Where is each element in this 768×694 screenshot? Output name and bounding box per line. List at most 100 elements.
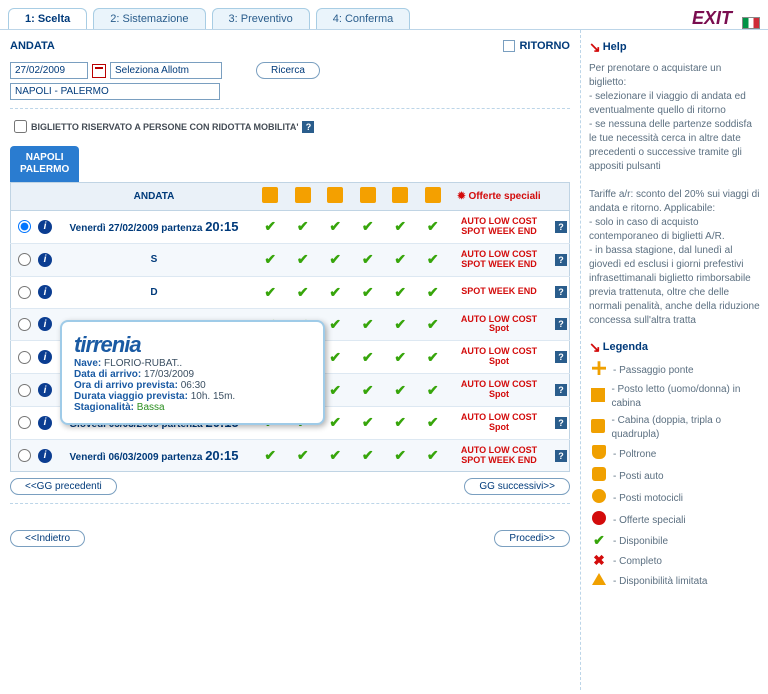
- offer-help-icon[interactable]: ?: [555, 384, 567, 396]
- date-input[interactable]: 27/02/2009: [10, 62, 88, 79]
- offer-help-icon[interactable]: ?: [555, 351, 567, 363]
- row-radio[interactable]: [18, 449, 31, 462]
- avail-icon: ✔: [362, 382, 374, 398]
- avail-icon: ✔: [329, 218, 341, 234]
- andata-heading: ANDATA: [10, 40, 503, 52]
- avail-icon: ✔: [362, 349, 374, 365]
- legend-item: - Passaggio ponte: [589, 361, 760, 380]
- info-icon[interactable]: i: [38, 350, 52, 364]
- avail-icon: ✔: [427, 447, 439, 463]
- tab-scelta[interactable]: 1: Scelta: [8, 8, 87, 29]
- avail-icon: ✔: [427, 414, 439, 430]
- calendar-icon[interactable]: [92, 64, 106, 78]
- info-icon[interactable]: i: [38, 285, 52, 299]
- avail-icon: ✔: [362, 284, 374, 300]
- avail-icon: ✔: [329, 284, 341, 300]
- avail-icon: ✔: [394, 349, 406, 365]
- legend-item: - Cabina (doppia, tripla o quadrupla): [589, 414, 760, 442]
- table-row: iS✔✔✔✔✔✔AUTO LOW COST SPOT WEEK END?: [11, 243, 570, 276]
- offer-help-icon[interactable]: ?: [555, 318, 567, 330]
- row-radio[interactable]: [18, 416, 31, 429]
- info-icon[interactable]: i: [38, 317, 52, 331]
- offer-help-icon[interactable]: ?: [555, 417, 567, 429]
- ritorno-checkbox[interactable]: [503, 40, 515, 52]
- avail-icon: ✔: [427, 218, 439, 234]
- info-icon[interactable]: i: [38, 220, 52, 234]
- reduced-mobility-label: BIGLIETTO RISERVATO A PERSONE CON RIDOTT…: [31, 122, 298, 132]
- col-passage-icon: [262, 187, 278, 203]
- info-icon[interactable]: i: [38, 383, 52, 397]
- avail-icon: ✔: [362, 447, 374, 463]
- info-icon[interactable]: i: [38, 253, 52, 267]
- avail-icon: ✔: [427, 382, 439, 398]
- avail-icon: ✔: [394, 251, 406, 267]
- avail-icon: ✔: [264, 218, 276, 234]
- tab-preventivo[interactable]: 3: Preventivo: [212, 8, 310, 29]
- row-radio[interactable]: [18, 286, 31, 299]
- col-andata: ANDATA: [54, 183, 254, 211]
- tooltip-brand: tirrenia: [74, 332, 311, 358]
- avail-icon: ✔: [264, 251, 276, 267]
- offer-label: AUTO LOW COST SPOT WEEK END: [449, 439, 549, 472]
- offer-label: AUTO LOW COST Spot: [449, 308, 549, 341]
- allotment-select[interactable]: Seleziona Allotm: [110, 62, 222, 79]
- offer-help-icon[interactable]: ?: [555, 450, 567, 462]
- offer-label: SPOT WEEK END: [449, 276, 549, 308]
- offer-label: AUTO LOW COST SPOT WEEK END: [449, 211, 549, 244]
- avail-icon: ✔: [394, 316, 406, 332]
- route-select[interactable]: NAPOLI - PALERMO: [10, 83, 220, 100]
- avail-icon: ✔: [297, 251, 309, 267]
- proceed-button[interactable]: Procedi>>: [494, 530, 570, 547]
- legend-item: - Posto letto (uomo/donna) in cabina: [589, 383, 760, 411]
- avail-icon: ✔: [427, 316, 439, 332]
- offer-help-icon[interactable]: ?: [555, 221, 567, 233]
- next-days-button[interactable]: GG successivi>>: [464, 478, 570, 495]
- avail-icon: ✔: [329, 251, 341, 267]
- col-offer: ✹ Offerte speciali: [457, 191, 540, 202]
- col-car-icon: [392, 187, 408, 203]
- avail-icon: ✔: [329, 349, 341, 365]
- col-moto-icon: [425, 187, 441, 203]
- table-row: iVenerdì 06/03/2009 partenza 20:15✔✔✔✔✔✔…: [11, 439, 570, 472]
- avail-icon: ✔: [394, 284, 406, 300]
- table-row: iVenerdì 27/02/2009 partenza 20:15✔✔✔✔✔✔…: [11, 211, 570, 244]
- info-icon[interactable]: i: [38, 416, 52, 430]
- ritorno-heading: RITORNO: [519, 40, 570, 52]
- avail-icon: ✔: [297, 218, 309, 234]
- back-button[interactable]: <<Indietro: [10, 530, 85, 547]
- departure-tooltip: tirrenia Nave: FLORIO-RUBAT.. Data di ar…: [60, 320, 325, 425]
- row-radio[interactable]: [18, 220, 31, 233]
- offer-help-icon[interactable]: ?: [555, 286, 567, 298]
- row-radio[interactable]: [18, 384, 31, 397]
- avail-icon: ✔: [427, 284, 439, 300]
- avail-icon: ✔: [329, 414, 341, 430]
- avail-icon: ✔: [362, 218, 374, 234]
- departure-label: Venerdì 27/02/2009 partenza 20:15: [54, 211, 254, 244]
- tab-sistemazione[interactable]: 2: Sistemazione: [93, 8, 205, 29]
- tab-conferma[interactable]: 4: Conferma: [316, 8, 411, 29]
- row-radio[interactable]: [18, 318, 31, 331]
- offer-label: AUTO LOW COST Spot: [449, 341, 549, 374]
- help-icon[interactable]: ?: [302, 121, 314, 133]
- legend-item: - Disponibilità limitata: [589, 573, 760, 590]
- search-button[interactable]: Ricerca: [256, 62, 320, 79]
- row-radio[interactable]: [18, 351, 31, 364]
- avail-icon: ✔: [297, 447, 309, 463]
- exit-link[interactable]: EXIT: [692, 8, 738, 29]
- table-row: iD✔✔✔✔✔✔SPOT WEEK END?: [11, 276, 570, 308]
- col-cabin-icon: [327, 187, 343, 203]
- row-radio[interactable]: [18, 253, 31, 266]
- prev-days-button[interactable]: <<GG precedenti: [10, 478, 117, 495]
- avail-icon: ✔: [427, 349, 439, 365]
- offer-help-icon[interactable]: ?: [555, 254, 567, 266]
- legend-item: - Offerte speciali: [589, 511, 760, 530]
- reduced-mobility-checkbox[interactable]: [14, 120, 27, 133]
- flag-it-icon[interactable]: [742, 17, 760, 29]
- avail-icon: ✔: [264, 284, 276, 300]
- route-tab[interactable]: NAPOLI PALERMO: [10, 146, 79, 182]
- offer-label: AUTO LOW COST Spot: [449, 374, 549, 407]
- help-heading: ↘Help: [589, 38, 760, 58]
- col-seat-icon: [360, 187, 376, 203]
- avail-icon: ✔: [394, 447, 406, 463]
- info-icon[interactable]: i: [38, 449, 52, 463]
